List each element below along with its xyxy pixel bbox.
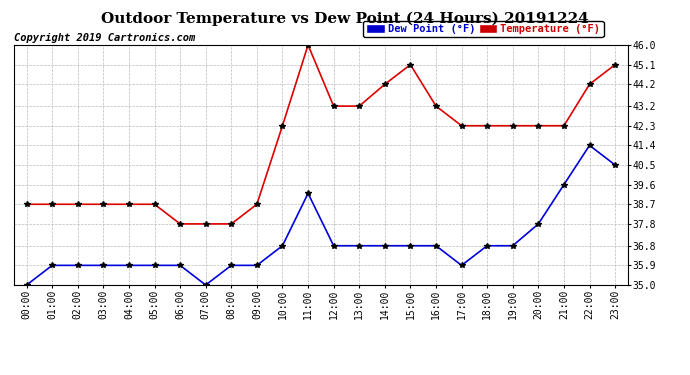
Legend: Dew Point (°F), Temperature (°F): Dew Point (°F), Temperature (°F) [363, 21, 604, 38]
Text: Copyright 2019 Cartronics.com: Copyright 2019 Cartronics.com [14, 33, 195, 43]
Text: Outdoor Temperature vs Dew Point (24 Hours) 20191224: Outdoor Temperature vs Dew Point (24 Hou… [101, 11, 589, 26]
